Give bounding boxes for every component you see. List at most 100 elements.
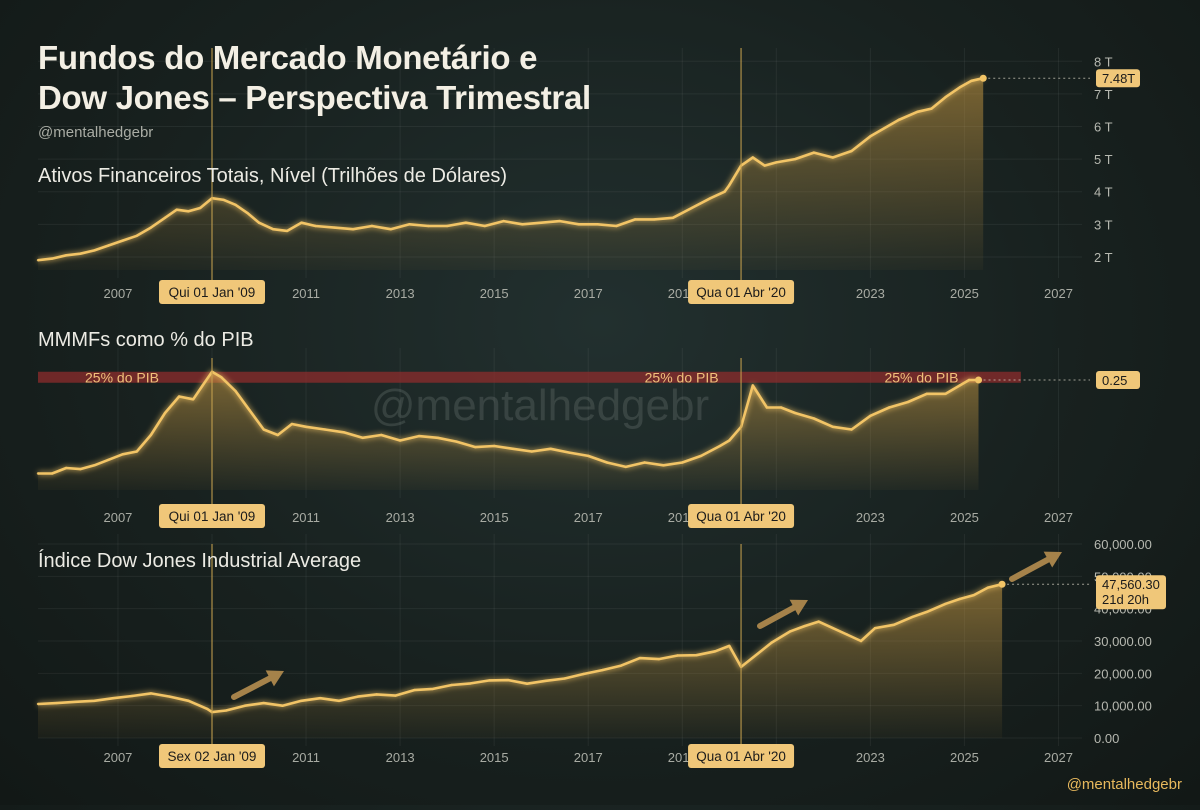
data-point <box>290 422 294 426</box>
data-point <box>892 623 896 626</box>
data-point <box>789 630 792 633</box>
data-point <box>540 221 543 224</box>
x-tick-label: 2013 <box>386 750 415 765</box>
last-value-label: 7.48T <box>1102 71 1135 86</box>
data-point <box>342 431 345 434</box>
data-point <box>243 704 247 707</box>
data-point <box>850 428 853 431</box>
data-point <box>944 392 947 395</box>
band-label: 25% do PIB <box>645 369 719 385</box>
data-point <box>831 156 834 159</box>
y-tick-label: 20,000.00 <box>1094 666 1152 681</box>
data-point <box>765 406 769 409</box>
data-point <box>427 224 430 228</box>
x-tick-label: 2017 <box>574 510 603 525</box>
data-point <box>314 224 317 228</box>
data-point <box>112 697 115 700</box>
x-tick-label: 2025 <box>950 510 979 525</box>
data-point <box>751 156 754 159</box>
data-point <box>525 682 529 685</box>
data-point <box>361 436 364 439</box>
data-point <box>163 411 167 415</box>
event-label: Sex 02 Jan '09 <box>168 749 257 764</box>
data-point <box>248 409 251 412</box>
data-point <box>958 597 961 601</box>
y-tick-label: 10,000.00 <box>1094 699 1152 714</box>
x-tick-label: 2027 <box>1044 286 1073 301</box>
last-value-dot <box>975 376 983 384</box>
data-point <box>319 697 322 700</box>
last-value-badge <box>1096 371 1140 389</box>
data-point <box>351 228 355 231</box>
data-point <box>483 224 486 228</box>
trend-arrow-head <box>1043 551 1062 568</box>
data-point <box>121 453 124 456</box>
series-area <box>38 371 979 490</box>
x-tick-label: 2027 <box>1044 750 1073 765</box>
data-point <box>281 704 284 707</box>
data-point <box>958 384 961 387</box>
data-point <box>897 118 900 122</box>
data-point <box>135 450 138 453</box>
data-point <box>652 218 656 221</box>
data-point <box>643 461 646 464</box>
series-area <box>38 78 984 270</box>
data-point <box>596 223 599 226</box>
data-point <box>709 197 712 200</box>
data-point <box>972 593 975 597</box>
data-point <box>728 184 731 187</box>
data-point <box>286 229 289 233</box>
data-point <box>657 657 660 661</box>
y-tick-label: 0.00 <box>1094 731 1119 746</box>
data-point <box>389 228 392 231</box>
event-label: Qua 01 Abr '20 <box>696 285 786 300</box>
x-tick-label: 2015 <box>480 286 509 301</box>
data-point <box>175 208 178 211</box>
data-point <box>375 693 378 696</box>
data-point <box>474 445 477 449</box>
x-tick-label: 2023 <box>856 286 885 301</box>
data-point <box>624 465 627 469</box>
data-point <box>671 216 675 219</box>
data-point <box>967 378 971 382</box>
trend-arrow-shaft <box>757 604 797 629</box>
title-line-1: Fundos do Mercado Monetário e <box>38 39 538 76</box>
data-point <box>300 699 303 702</box>
data-point <box>587 454 590 458</box>
trend-arrow-head <box>265 670 284 687</box>
data-point <box>488 679 491 682</box>
data-point <box>728 644 731 648</box>
panel-title: Índice Dow Jones Industrial Average <box>38 549 361 572</box>
event-label: Qua 01 Abr '20 <box>696 509 786 524</box>
data-point <box>563 677 566 680</box>
data-point <box>413 688 416 692</box>
x-tick-label: 2013 <box>386 510 415 525</box>
data-point <box>455 440 458 443</box>
data-point <box>577 223 580 226</box>
data-point <box>121 239 124 242</box>
event-badge <box>688 504 795 528</box>
last-value-dot <box>979 74 987 82</box>
data-point <box>130 694 134 698</box>
x-tick-label: 2011 <box>292 286 320 301</box>
y-tick-label: 5 T <box>1094 152 1113 167</box>
data-point <box>944 95 947 99</box>
data-point <box>911 615 914 618</box>
series-line <box>37 76 984 262</box>
series-line <box>38 370 979 475</box>
data-point <box>986 586 990 589</box>
band-label: 25% do PIB <box>884 369 958 385</box>
data-point <box>779 406 783 409</box>
x-tick-label: 2015 <box>480 510 509 525</box>
data-point <box>634 218 637 221</box>
data-point <box>50 472 54 475</box>
data-point <box>187 210 190 213</box>
panel-title: MMMFs como % do PIB <box>38 329 254 351</box>
data-point <box>906 400 910 404</box>
data-point <box>163 216 167 219</box>
data-point <box>619 664 623 667</box>
data-point <box>74 700 77 703</box>
data-point <box>925 610 928 614</box>
x-tick-label: 2023 <box>856 510 885 525</box>
